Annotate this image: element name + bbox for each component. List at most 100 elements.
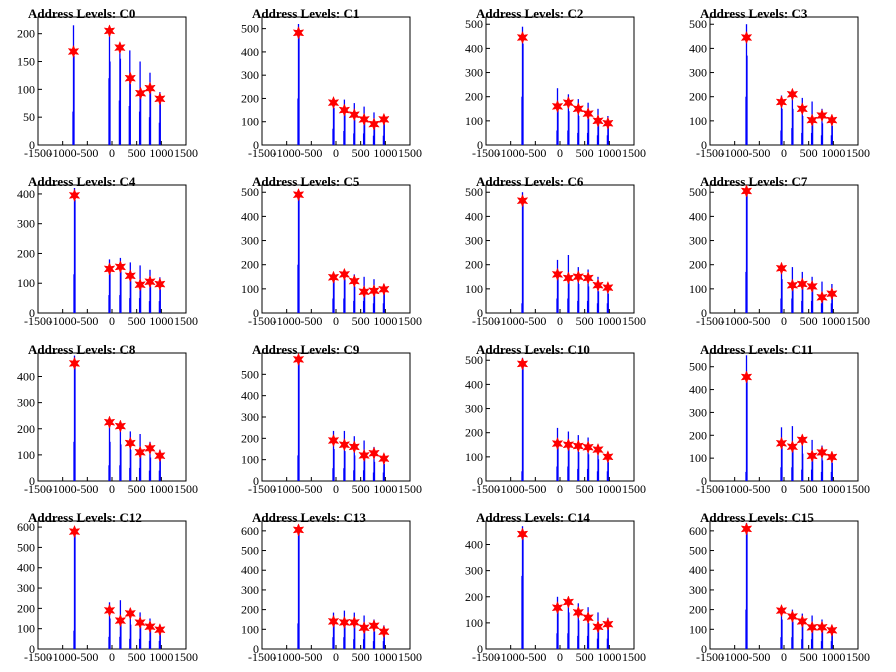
y-tick-label: 100 <box>241 282 259 296</box>
peak-marker <box>134 445 146 459</box>
peak-marker <box>572 605 584 620</box>
x-tick-label: 500 <box>576 650 594 664</box>
y-tick-label: 0 <box>29 474 35 488</box>
x-tick-label: -1500 <box>472 146 500 160</box>
x-tick-label: -1500 <box>696 146 724 160</box>
peak-marker <box>114 419 127 433</box>
histogram-plot: -1500-1000 -500 0 500 1000 150001002003004005… <box>241 352 422 496</box>
histogram-plot: -1500-1000 -500 0 500 1000 1500 0 50 100 150 200 <box>17 16 198 160</box>
y-tick-label: 0 <box>477 642 483 656</box>
x-tick-label: 1000 <box>149 650 173 664</box>
y-tick-label: 200 <box>17 601 35 615</box>
peak-marker <box>786 87 799 101</box>
x-tick-label: 1000 <box>597 650 621 664</box>
y-tick-label: 100 <box>17 448 35 462</box>
peak-marker <box>154 623 166 637</box>
x-tick-label: -1000 <box>721 314 749 328</box>
x-tick-label: 1000 <box>149 314 173 328</box>
x-tick-label: -1000 <box>497 650 525 664</box>
y-tick-label: 0 <box>701 138 707 152</box>
y-tick-label: 500 <box>17 540 35 554</box>
x-tick-label: -1500 <box>248 482 276 496</box>
peak-marker <box>816 620 828 634</box>
x-tick-label: 1500 <box>398 650 422 664</box>
x-tick-label: 500 <box>352 482 370 496</box>
x-tick-label: 0 <box>557 314 563 328</box>
y-tick-label: 0 <box>253 642 259 656</box>
x-tick-label: 1000 <box>373 650 397 664</box>
x-tick-label: 1500 <box>174 650 198 664</box>
x-tick-label: 1500 <box>846 650 870 664</box>
x-tick-label: -1500 <box>248 314 276 328</box>
peak-marker <box>602 116 614 130</box>
x-tick-label: 1500 <box>622 314 646 328</box>
peak-marker <box>154 92 166 106</box>
x-tick-label: 1000 <box>597 482 621 496</box>
plot-frame <box>485 184 635 314</box>
x-tick-label: -1000 <box>49 314 77 328</box>
x-tick-label: -1000 <box>497 482 525 496</box>
histogram-plot: -1500-1000 -500 0 500 1000 150001002003004005… <box>689 184 870 328</box>
plot-frame <box>261 16 411 146</box>
x-tick-label: 500 <box>800 314 818 328</box>
x-tick-label: 1500 <box>846 482 870 496</box>
peak-marker <box>786 609 799 624</box>
x-tick-label: 1500 <box>622 650 646 664</box>
x-tick-label: -1500 <box>696 314 724 328</box>
histogram-plot: -1500-1000 -500 0 500 1000 1500 0 100 200 300 400 <box>17 352 198 496</box>
peak-marker <box>348 615 360 630</box>
peak-marker <box>368 117 380 131</box>
y-tick-label: 400 <box>17 561 35 575</box>
x-tick-label: 0 <box>781 146 787 160</box>
peak-marker <box>816 108 828 123</box>
x-tick-label: 0 <box>781 314 787 328</box>
peak-marker <box>562 438 575 452</box>
y-tick-label: 400 <box>241 209 259 223</box>
y-tick-label: 300 <box>465 564 483 578</box>
peak-marker <box>124 71 136 85</box>
y-tick-label: 600 <box>241 524 259 538</box>
y-tick-label: 400 <box>689 41 707 55</box>
y-tick-label: 200 <box>241 603 259 617</box>
y-tick-label: 200 <box>465 90 483 104</box>
peak-marker <box>348 440 360 454</box>
peak-marker <box>796 277 808 291</box>
y-tick-label: 400 <box>689 209 707 223</box>
peak-marker <box>358 112 370 127</box>
peak-marker <box>786 278 799 292</box>
y-tick-label: 0 <box>253 306 259 320</box>
y-tick-label: 500 <box>689 17 707 31</box>
y-tick-label: 0 <box>701 306 707 320</box>
x-tick-label: 500 <box>576 146 594 160</box>
histogram-plot: -1500-1000 -500 0 500 1000 150001002003004005… <box>689 16 870 160</box>
y-tick-label: 500 <box>465 353 483 367</box>
peak-marker <box>740 370 753 384</box>
y-tick-label: 400 <box>241 389 259 403</box>
peak-marker <box>144 81 156 95</box>
y-tick-label: 500 <box>465 17 483 31</box>
x-tick-label: 1500 <box>398 314 422 328</box>
x-tick-label: 500 <box>576 482 594 496</box>
histogram-plot: -1500-1000 -500 0 500 1000 150001002003004005… <box>689 352 870 496</box>
x-tick-label: -500 <box>524 482 546 496</box>
peak-marker <box>786 440 799 454</box>
x-tick-label: 0 <box>781 482 787 496</box>
peak-marker <box>592 278 604 292</box>
x-tick-label: -500 <box>300 146 322 160</box>
histogram-plot: -1500-1000 -500 0 500 1000 150001002003004005… <box>465 16 646 160</box>
x-tick-label: -1500 <box>472 482 500 496</box>
plot-frame <box>709 16 859 146</box>
x-tick-label: 500 <box>128 146 146 160</box>
x-tick-label: 1500 <box>846 314 870 328</box>
plot-frame <box>485 520 635 650</box>
y-tick-label: 400 <box>689 563 707 577</box>
peak-marker <box>602 450 614 464</box>
y-tick-label: 150 <box>17 55 35 69</box>
y-tick-label: 300 <box>689 66 707 80</box>
y-tick-label: 300 <box>465 402 483 416</box>
peak-marker <box>602 280 614 295</box>
y-tick-label: 200 <box>465 426 483 440</box>
peak-marker <box>144 441 156 455</box>
y-tick-label: 400 <box>241 563 259 577</box>
